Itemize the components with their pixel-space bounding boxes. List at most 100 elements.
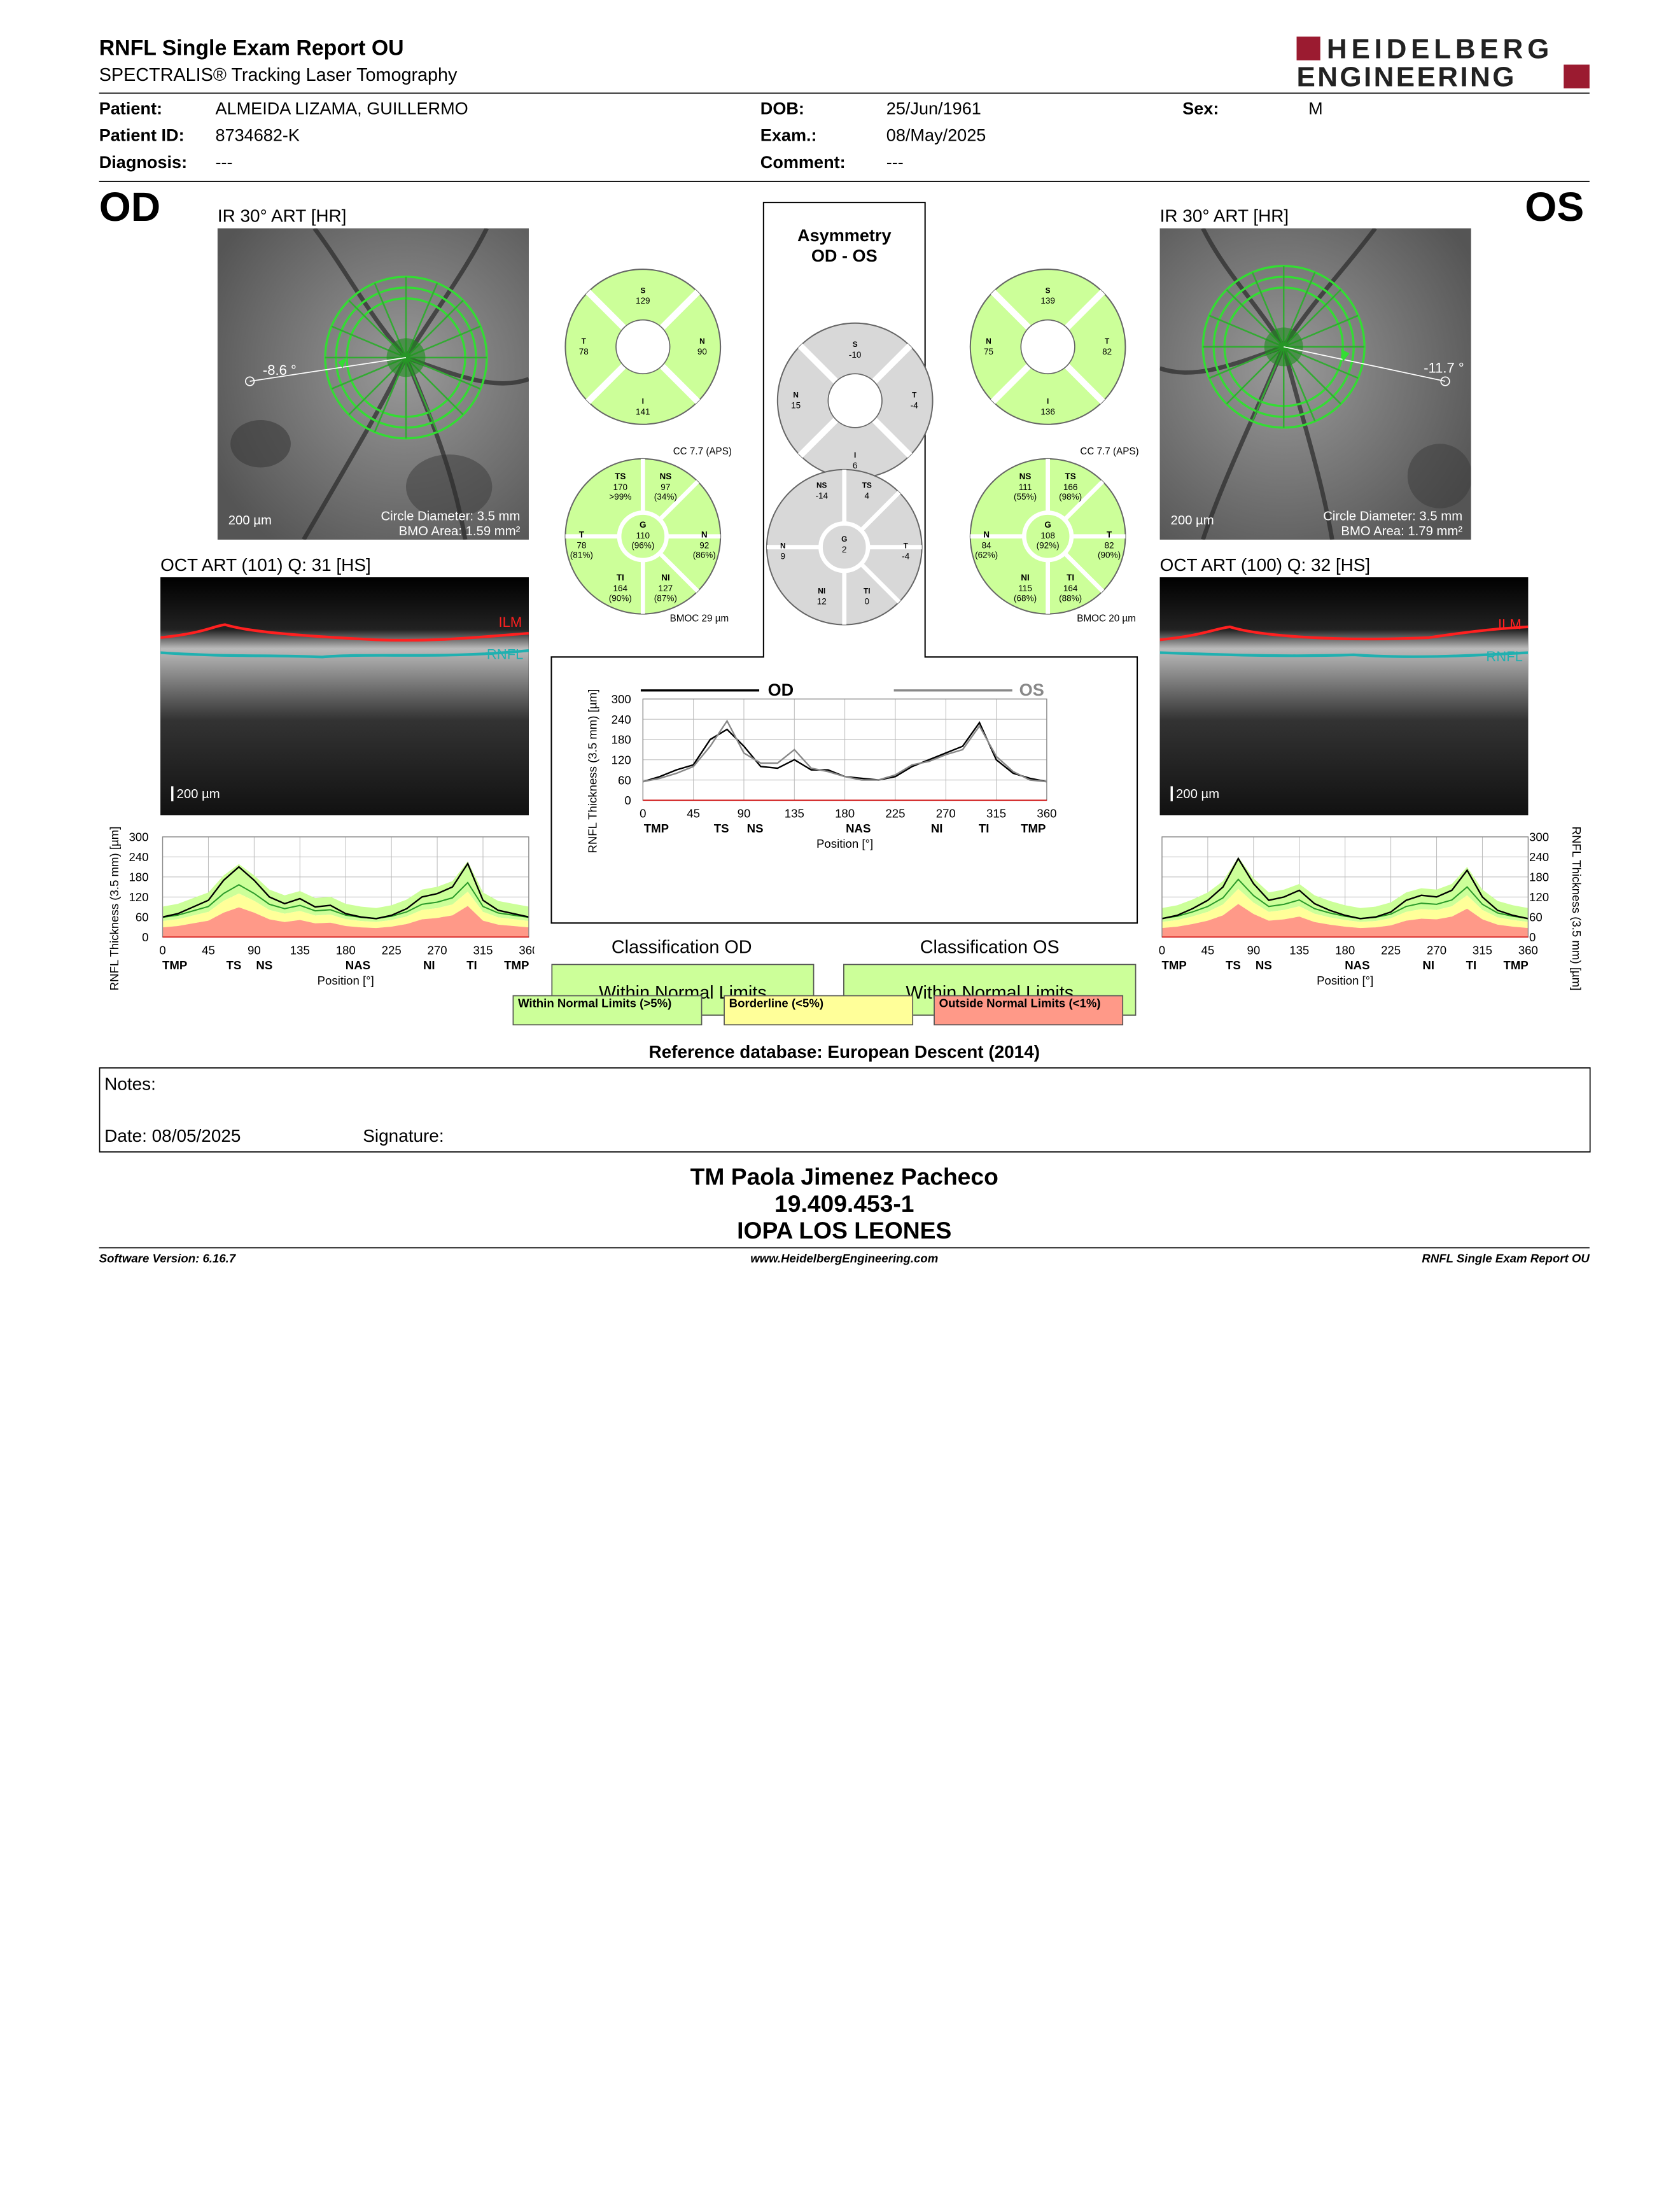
legend-borderline: Borderline (<5%): [724, 995, 914, 1026]
sector-label: TMP: [1162, 958, 1187, 972]
normal-band: [162, 861, 529, 922]
reference-database: Reference database: European Descent (20…: [648, 1042, 1040, 1062]
x-tick: 90: [1247, 943, 1260, 957]
x-tick: 270: [1427, 943, 1446, 957]
od-sector-6-G-pct: (96%): [631, 540, 654, 550]
od-sector-4-S-label: S: [640, 286, 645, 295]
y-tick: 0: [624, 794, 631, 807]
y-tick: 60: [136, 911, 149, 924]
od-oct-title: OCT ART (101) Q: 31 [HS]: [160, 556, 371, 575]
sector-label: TS: [714, 822, 729, 835]
x-tick: 180: [1335, 943, 1355, 957]
sector-label: NI: [1422, 958, 1434, 972]
y-tick: 120: [129, 890, 148, 904]
borderline-band: [1161, 888, 1529, 929]
os-eye-label: OS: [1525, 185, 1585, 231]
os-classification-label: Classification OS: [920, 937, 1060, 958]
x-tick: 180: [336, 943, 356, 957]
normal-mean-line: [162, 881, 529, 920]
os-sector-6-TS-value: 166: [1063, 482, 1078, 492]
outside-band: [162, 906, 529, 937]
od-sector-6-TS-pct: >99%: [609, 492, 631, 502]
os-sector-4-I-label: I: [1047, 397, 1049, 406]
asym-sector-4-T-label: T: [912, 390, 917, 399]
od-ir-title: IR 30° ART [HR]: [217, 206, 347, 227]
os-sector-6-TS-pct: (98%): [1059, 492, 1082, 502]
asym-sector-4-N-label: N: [793, 390, 799, 399]
x-tick: 360: [1037, 806, 1056, 820]
sector-label: NAS: [846, 822, 871, 835]
os-sector-4-S-label: S: [1046, 286, 1051, 295]
od-sector-6: TS170>99%NS97(34%)T78(81%)N92(86%)TI164(…: [564, 458, 722, 615]
x-tick: 360: [1518, 943, 1538, 957]
od-oct-bscan: ILM RNFL 200 µm: [160, 577, 529, 816]
od-sector-6-TI-value: 164: [613, 584, 627, 593]
sector-label: NS: [256, 958, 272, 972]
brand-line1: HEIDELBERG: [1326, 32, 1554, 65]
footer-report-name: RNFL Single Exam Report OU: [1422, 1253, 1590, 1266]
footer-url[interactable]: www.HeidelbergEngineering.com: [750, 1253, 939, 1266]
os-sector-6-G-label: G: [1044, 520, 1051, 530]
asym6-T-label: T: [904, 541, 909, 550]
od-rnfl-label: RNFL: [486, 646, 524, 663]
asym-sector-4-I-value: 6: [853, 461, 858, 470]
asymmetry-thickness-chart: 300 240 180 120 60 00 45 90 135 180 225 270 315 360 TM…: [586, 680, 1057, 853]
os-angle: -11.7 °: [1424, 360, 1464, 376]
sector-label: NAS: [346, 958, 370, 972]
od-sector-6-G-value: 110: [636, 531, 650, 540]
y-tick: 240: [612, 713, 631, 726]
dob: 25/Jun/1961: [886, 100, 981, 119]
x-axis-label: Position [°]: [816, 837, 873, 850]
x-tick: 0: [1159, 943, 1165, 957]
od-cc-aps: CC 7.7 (APS): [673, 446, 732, 457]
y-tick: 0: [1529, 930, 1536, 944]
os-sector-6-N-value: 84: [982, 540, 992, 550]
od-sector-6-TI-label: TI: [617, 573, 624, 582]
od-sector-6-TS-label: TS: [615, 472, 626, 481]
asym6-G-value: 2: [842, 545, 847, 554]
os-sector-4-S-value: 139: [1040, 296, 1055, 305]
os-sector-4-T-value: 82: [1102, 347, 1112, 356]
os-sector-6-TS-label: TS: [1065, 472, 1076, 481]
od-sector-6-NS-label: NS: [659, 472, 671, 481]
x-tick: 0: [159, 943, 165, 957]
sector-label: NI: [423, 958, 435, 972]
normal-mean-line: [1161, 878, 1529, 920]
asym6-NI-label: NI: [818, 586, 825, 595]
os-bmoc: BMOC 20 µm: [1077, 612, 1136, 624]
sector-label: TMP: [644, 822, 669, 835]
x-tick: 90: [738, 806, 751, 820]
os-sector-6-NI-label: NI: [1021, 573, 1030, 582]
brand-logo: HEIDELBERG ENGINEERING: [1296, 32, 1590, 93]
os-sector-6-G-pct: (92%): [1037, 540, 1060, 550]
notes-box: Notes: Date: 08/05/2025 Signature:: [99, 1067, 1591, 1153]
od-sector-6-NS-pct: (34%): [654, 492, 677, 502]
sector-label: TMP: [504, 958, 529, 972]
od-thickness-chart: 30024018012060004590135180225270315360TM…: [108, 827, 534, 991]
asym6-TI-value: 0: [865, 596, 870, 606]
asym-sector-4-S-label: S: [853, 340, 858, 349]
exam-label: Exam.:: [760, 127, 817, 146]
dob-label: DOB:: [760, 100, 804, 119]
od-sector-6-N-pct: (86%): [693, 551, 716, 560]
os-ir-title: IR 30° ART [HR]: [1159, 206, 1289, 227]
os-rnfl-label: RNFL: [1486, 648, 1523, 665]
sector-label: TS: [227, 958, 242, 972]
asym6-N-value: 9: [781, 551, 786, 561]
y-tick: 180: [1529, 871, 1549, 884]
diagnosis: ---: [215, 153, 233, 172]
od-sector-6-T-pct: (81%): [570, 551, 593, 560]
patient-label: Patient:: [99, 100, 162, 119]
operator-rut: 19.409.453-1: [774, 1190, 914, 1218]
x-tick: 315: [1473, 943, 1492, 957]
od-sector-4-I-label: I: [642, 397, 644, 406]
os-scale-bar: 200 µm: [1170, 512, 1214, 528]
od-sector-6-TS-value: 170: [613, 482, 627, 492]
asym6-T-value: -4: [902, 551, 910, 561]
os-sector-4-T-label: T: [1105, 337, 1110, 346]
asym-sector-4-T-value: -4: [911, 400, 919, 410]
y-tick: 240: [1529, 850, 1549, 864]
os-sector-6-T-pct: (90%): [1098, 551, 1121, 560]
